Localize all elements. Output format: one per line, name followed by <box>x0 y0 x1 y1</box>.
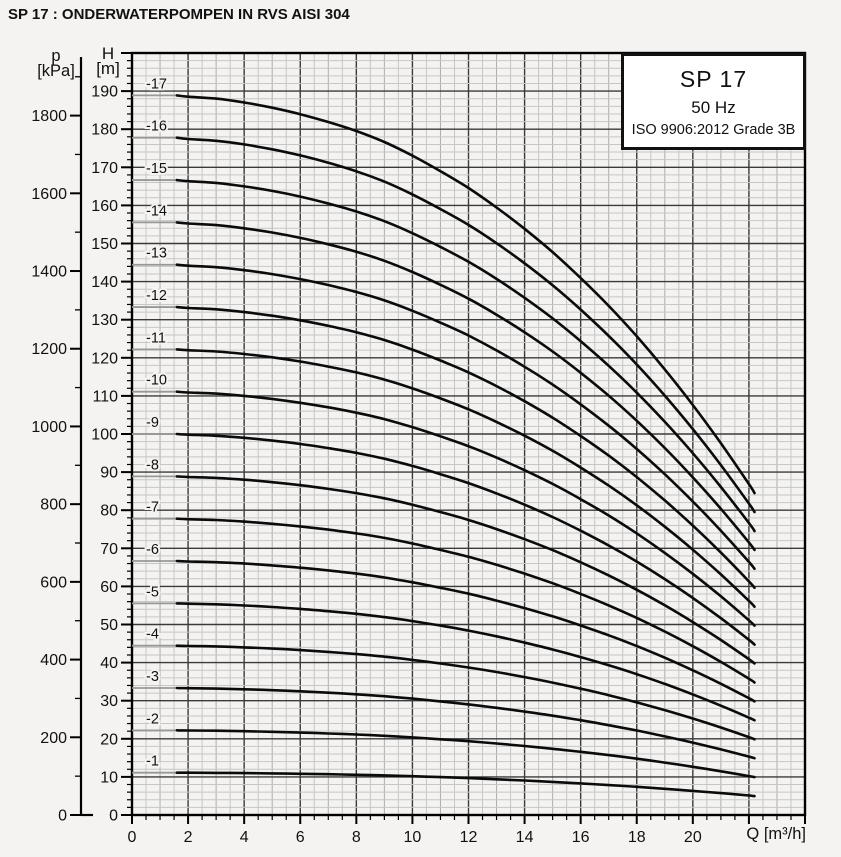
pressure-tick-label: 800 <box>40 497 67 514</box>
pump-curve-2 <box>175 729 756 779</box>
pump-curve-8 <box>175 475 756 665</box>
head-tick-label: 140 <box>91 274 118 291</box>
pressure-tick-label: 0 <box>58 808 67 825</box>
pump-curve-17 <box>175 94 756 495</box>
flow-tick-label: 6 <box>296 829 305 846</box>
head-axis-unit: [m] <box>96 59 120 78</box>
head-tick-label: 120 <box>91 350 118 367</box>
pressure-tick-label: 1200 <box>31 341 67 358</box>
curve-label-6: -6 <box>146 542 159 558</box>
legend-box: SP 17 50 Hz ISO 9906:2012 Grade 3B <box>621 53 806 150</box>
head-tick-label: 80 <box>100 503 118 520</box>
head-tick-label: 110 <box>92 388 118 405</box>
curve-label-3: -3 <box>146 669 159 685</box>
pressure-tick-label: 1000 <box>31 419 67 436</box>
head-tick-label: 10 <box>100 769 118 786</box>
flow-tick-label: 16 <box>572 829 590 846</box>
flow-tick-label: 2 <box>184 829 193 846</box>
curve-label-14: -14 <box>146 203 167 219</box>
pump-curve-15 <box>175 178 756 533</box>
flow-tick-label: 10 <box>404 829 422 846</box>
curve-label-17: -17 <box>146 76 167 92</box>
flow-tick-label: 8 <box>352 829 361 846</box>
flow-tick-label: 18 <box>628 829 646 846</box>
pressure-axis-label: p [kPa] <box>28 47 84 80</box>
pressure-axis-symbol: p <box>51 47 61 65</box>
pressure-axis-unit: [kPa] <box>37 62 75 80</box>
head-tick-label: 170 <box>91 160 118 177</box>
flow-axis-label: Q [m³/h] <box>746 825 806 843</box>
head-tick-label: 100 <box>91 427 118 444</box>
head-tick-label: 130 <box>91 312 118 329</box>
curve-label-13: -13 <box>146 246 167 262</box>
curve-label-9: -9 <box>146 415 159 431</box>
flow-tick-label: 14 <box>516 829 534 846</box>
head-tick-label: 160 <box>91 198 118 215</box>
curve-label-2: -2 <box>146 711 159 727</box>
curve-label-15: -15 <box>146 161 167 177</box>
curve-label-1: -1 <box>146 754 159 770</box>
curve-label-16: -16 <box>146 119 167 135</box>
pump-curve-7 <box>175 517 756 684</box>
pump-curve-10 <box>175 390 756 627</box>
head-tick-label: 90 <box>100 465 118 482</box>
pressure-tick-label: 1800 <box>31 108 67 125</box>
curve-label-10: -10 <box>146 373 167 389</box>
curve-label-7: -7 <box>146 500 159 516</box>
pump-curve-13 <box>175 263 756 571</box>
pump-curve-11 <box>175 348 756 608</box>
pump-curve-6 <box>175 559 756 703</box>
legend-pump-model: SP 17 <box>679 66 748 92</box>
pressure-tick-label: 1600 <box>31 186 67 203</box>
head-tick-label: 190 <box>91 84 118 101</box>
pressure-tick-label: 200 <box>40 730 67 747</box>
page-title: SP 17 : ONDERWATERPOMPEN IN RVS AISI 304 <box>8 6 350 23</box>
head-tick-label: 150 <box>91 236 118 253</box>
curve-label-5: -5 <box>146 584 159 600</box>
head-tick-label: 60 <box>100 579 118 596</box>
flow-tick-label: 0 <box>128 829 137 846</box>
flow-tick-label: 4 <box>240 829 249 846</box>
curve-label-12: -12 <box>146 288 167 304</box>
curve-label-8: -8 <box>146 457 159 473</box>
flow-tick-label: 12 <box>460 829 478 846</box>
head-tick-label: 40 <box>100 655 118 672</box>
head-axis-symbol: H <box>101 44 115 63</box>
pump-curve-5 <box>175 602 756 722</box>
head-tick-label: 30 <box>100 693 118 710</box>
curve-label-11: -11 <box>146 330 166 346</box>
pump-curve-16 <box>175 136 756 514</box>
legend-frequency: 50 Hz <box>691 98 736 117</box>
pump-curve-3 <box>175 686 756 760</box>
flow-tick-label: 20 <box>684 829 702 846</box>
legend-standard: ISO 9906:2012 Grade 3B <box>631 122 796 138</box>
pressure-tick-label: 400 <box>40 652 67 669</box>
head-tick-label: 180 <box>91 122 118 139</box>
curve-label-4: -4 <box>146 627 159 643</box>
head-tick-label: 70 <box>100 541 118 558</box>
head-tick-label: 20 <box>100 731 118 748</box>
pump-curve-4 <box>175 644 756 741</box>
pump-curve-9 <box>175 432 756 646</box>
head-axis-label: H [m] <box>86 44 130 78</box>
pressure-tick-label: 1400 <box>31 264 67 281</box>
head-tick-label: 50 <box>100 617 118 634</box>
head-tick-label: 0 <box>109 808 118 825</box>
pump-curve-14 <box>175 221 756 552</box>
pump-curve-1 <box>175 771 756 798</box>
pressure-tick-label: 600 <box>40 574 67 591</box>
pump-curve-12 <box>175 305 756 590</box>
